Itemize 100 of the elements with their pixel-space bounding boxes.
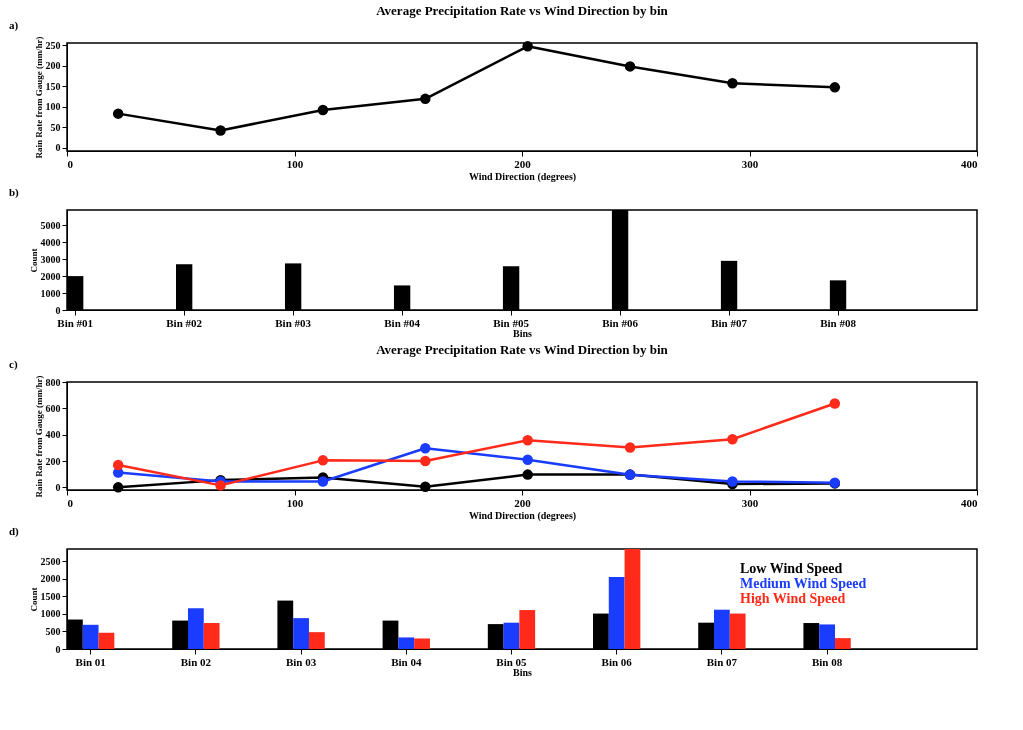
bar: [713, 609, 730, 649]
point: [829, 398, 841, 409]
x-tick-label: 0: [67, 157, 74, 170]
x-tick-label: Bin #03: [275, 316, 312, 329]
point: [522, 434, 533, 446]
y-tick-label: 50: [50, 121, 61, 133]
x-tick-label: Bin 04: [391, 655, 422, 668]
x-tick-label: 300: [741, 157, 759, 170]
x-tick-label: 400: [961, 496, 978, 509]
bar: [834, 638, 851, 649]
point: [522, 41, 533, 52]
point: [624, 442, 636, 453]
y-tick-label: 500: [45, 625, 61, 637]
y-tick-label: 2500: [40, 555, 61, 567]
y-tick-label: 0: [55, 304, 61, 316]
text: c): [9, 358, 18, 371]
point: [215, 125, 226, 136]
chart-title: Average Precipitation Rate vs Wind Direction by bin: [376, 3, 669, 18]
point: [420, 455, 431, 467]
x-tick-label: 100: [286, 157, 304, 170]
x-tick-label: Bin 05: [496, 655, 528, 668]
x-axis-title: Bins: [513, 666, 533, 678]
point: [624, 61, 636, 72]
y-tick-label: 400: [45, 429, 61, 441]
y-axis-title: Rain Rate from Gauge (mm/hr): [33, 36, 44, 159]
point: [420, 443, 431, 454]
point: [829, 82, 841, 93]
x-tick-label: Bin #06: [602, 316, 639, 329]
x-tick-label: 400: [961, 157, 978, 170]
y-tick-label: 0: [55, 481, 61, 493]
bar: [414, 638, 430, 649]
point: [420, 481, 431, 492]
x-tick-label: Bin 08: [811, 655, 843, 668]
x-tick-label: Bin #04: [384, 316, 421, 329]
point: [317, 476, 329, 487]
bar: [293, 618, 309, 649]
bar: [519, 610, 536, 649]
y-tick-label: 200: [45, 60, 61, 72]
y-tick-label: 1000: [40, 287, 61, 299]
point: [112, 482, 124, 493]
x-tick-label: Bin #07: [711, 316, 748, 329]
point: [522, 469, 533, 480]
point: [522, 454, 533, 465]
x-axis-title: Bins: [513, 327, 533, 339]
y-tick-label: 150: [45, 80, 61, 92]
x-tick-label: 0: [67, 496, 74, 509]
y-tick-label: 2000: [40, 573, 61, 585]
bar: [608, 577, 625, 649]
bar: [819, 624, 835, 649]
x-tick-label: 200: [514, 496, 532, 509]
point: [727, 434, 738, 445]
x-tick-label: Bin #02: [166, 316, 203, 329]
x-tick-label: Bin 06: [601, 655, 633, 668]
series-label: High Wind Speed: [740, 591, 846, 606]
y-axis-title: Count: [28, 248, 39, 273]
y-axis-title: Count: [28, 587, 39, 612]
x-tick-label: 300: [741, 496, 759, 509]
y-tick-label: 1000: [40, 608, 61, 620]
bar: [308, 632, 325, 649]
point: [112, 459, 124, 471]
series-label: Medium Wind Speed: [740, 576, 867, 591]
point: [317, 455, 329, 466]
chart-title: Average Precipitation Rate vs Wind Direction by bin: [376, 342, 669, 357]
x-tick-label: 100: [286, 496, 304, 509]
x-tick-label: Bin 01: [75, 655, 106, 668]
point: [727, 78, 738, 89]
bar: [503, 622, 520, 649]
y-tick-label: 3000: [40, 253, 61, 265]
x-tick-label: Bin 07: [706, 655, 738, 668]
y-axis-title: Rain Rate from Gauge (mm/hr): [33, 375, 44, 498]
y-tick-label: 1500: [40, 590, 61, 602]
text: d): [9, 525, 20, 538]
text: b): [9, 186, 20, 199]
bar: [624, 549, 641, 649]
x-tick-label: Bin #08: [820, 316, 857, 329]
y-tick-label: 2000: [40, 270, 61, 282]
x-tick-label: 200: [514, 157, 532, 170]
point: [112, 108, 124, 119]
bar: [98, 632, 115, 649]
y-tick-label: 100: [45, 101, 61, 113]
point: [420, 93, 431, 105]
x-tick-label: Bin 02: [180, 655, 212, 668]
text: Low Wind Speed: [740, 561, 843, 576]
x-tick-label: Bin #05: [493, 316, 530, 329]
y-tick-label: 250: [45, 39, 61, 51]
point: [317, 104, 329, 116]
bar: [729, 613, 746, 649]
point: [215, 480, 226, 491]
y-tick-label: 0: [55, 142, 61, 154]
y-tick-label: 0: [55, 643, 61, 655]
x-tick-label: Bin 03: [285, 655, 317, 668]
bar: [203, 623, 220, 649]
y-tick-label: 200: [45, 455, 61, 467]
y-tick-label: 4000: [40, 236, 61, 248]
x-axis-title: Wind Direction (degrees): [468, 170, 577, 183]
bar: [82, 624, 99, 649]
x-tick-label: Bin #01: [57, 316, 94, 329]
y-tick-label: 600: [45, 402, 61, 414]
y-tick-label: 800: [45, 376, 61, 388]
bar: [398, 637, 415, 649]
